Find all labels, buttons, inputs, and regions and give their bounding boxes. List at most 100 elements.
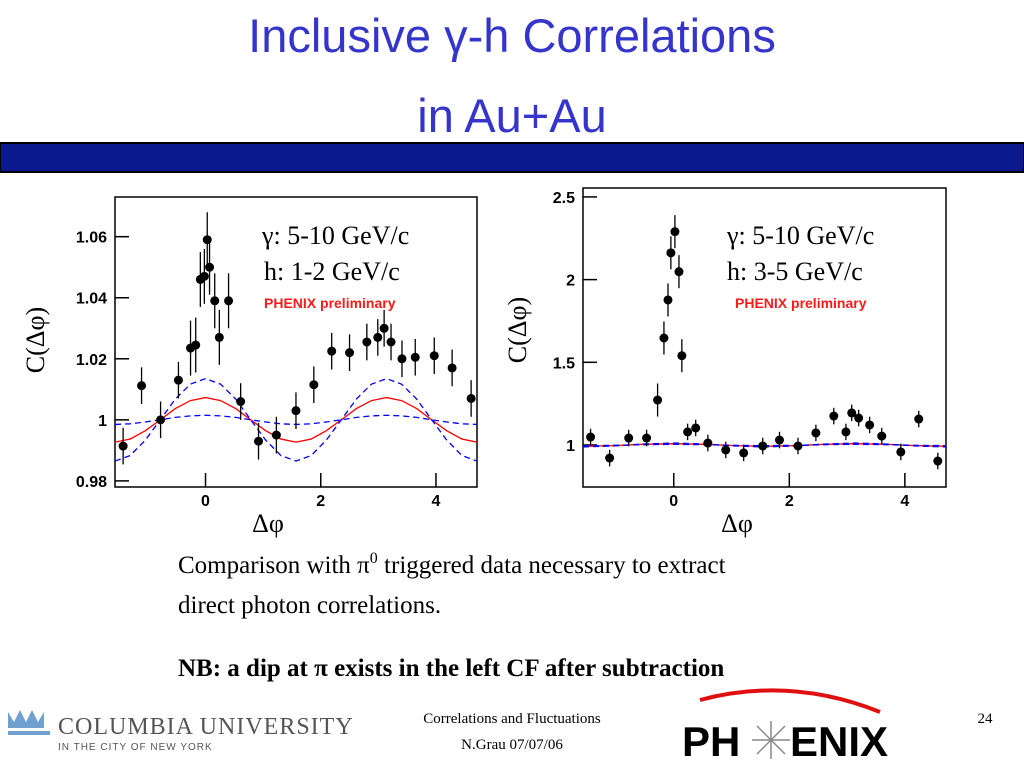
data-point: [877, 431, 887, 441]
body-text: Comparison with π0 triggered data necess…: [178, 550, 726, 579]
y-tick-label: 1.5: [553, 355, 575, 372]
data-point: [829, 411, 839, 421]
plot-frame: [582, 187, 947, 488]
data-point: [447, 363, 457, 373]
data-point: [677, 351, 687, 361]
data-point: [236, 397, 246, 407]
data-point: [793, 441, 803, 451]
logo-text: PH: [682, 718, 740, 765]
page-number: 24: [978, 711, 994, 727]
data-point: [309, 380, 319, 390]
data-point: [914, 414, 924, 424]
body-text: Comparison with π: [178, 552, 370, 579]
data-point: [327, 346, 337, 356]
data-point: [586, 432, 596, 442]
x-tick-label: 0: [669, 493, 678, 510]
logo-text: ENIX: [790, 718, 888, 765]
data-point: [721, 445, 731, 455]
y-tick-label: 0.98: [76, 474, 107, 491]
data-point: [605, 453, 615, 463]
y-tick-label: 2: [566, 273, 575, 290]
y-tick-label: 2.5: [553, 190, 575, 207]
data-point: [774, 435, 784, 445]
crown-base: [8, 731, 50, 735]
note: NB: a dip at π exists in the left CF aft…: [178, 655, 724, 682]
data-point: [811, 428, 821, 438]
chart: 0.98 1 1.02 1.04 1.06 0 2 4 γ: 5-10 GeV/c h: 1-2 …: [21, 196, 478, 538]
data-point: [156, 415, 166, 425]
data-point: [214, 332, 224, 342]
data-point: [659, 333, 669, 343]
y-tick-label: 1: [98, 413, 107, 430]
annotation: γ: 5-10 GeV/c: [726, 221, 874, 250]
x-tick-label: 2: [785, 493, 794, 510]
x-tick-label: 2: [316, 493, 325, 510]
data-point: [642, 433, 652, 443]
y-tick-label: 1.04: [76, 291, 107, 308]
data-point: [703, 438, 713, 448]
annotation: h: 1-2 GeV/c: [264, 257, 400, 286]
data-point: [210, 296, 220, 306]
x-tick-label: 4: [432, 493, 441, 510]
x-tick-label: 0: [201, 493, 210, 510]
data-point: [663, 295, 673, 305]
data-point: [624, 433, 634, 443]
university-sub: IN THE CITY OF NEW YORK: [58, 742, 213, 753]
title: in Au+Au: [417, 89, 606, 142]
chart: 1 1.5 2 2.5 0 2 4 γ: 5-10 GeV/c h: 3-5 GeV/c PHEN…: [503, 187, 947, 538]
logo-arc: [699, 688, 881, 714]
y-tick-label: 1: [566, 438, 575, 455]
y-tick-label: 1.06: [76, 230, 107, 247]
data-point: [691, 423, 701, 433]
footer-title: Correlations and Fluctuations: [423, 711, 601, 727]
data-point: [410, 352, 420, 362]
data-point: [362, 337, 372, 347]
logo-star: [752, 721, 790, 759]
data-point: [674, 267, 684, 277]
body-text: triggered data necessary to extract: [378, 552, 726, 579]
data-point: [670, 227, 680, 237]
data-point: [854, 413, 864, 423]
fit-curve: [114, 396, 478, 443]
data-point: [841, 427, 851, 437]
data-point: [254, 436, 264, 446]
title: Inclusive γ-h Correlations: [248, 9, 776, 62]
data-point: [758, 441, 768, 451]
superscript: 0: [370, 550, 378, 567]
x-axis-label: Δφ: [721, 509, 753, 538]
data-point: [205, 262, 215, 272]
data-point: [199, 271, 209, 281]
preliminary-label: PHENIX preliminary: [264, 295, 396, 311]
data-point: [137, 381, 147, 391]
banner: [0, 142, 1024, 173]
phenix-logo: PH ENIX: [682, 688, 888, 765]
university: COLUMBIA UNIVERSITY: [58, 714, 354, 740]
data-point: [271, 430, 281, 440]
data-point: [291, 406, 301, 416]
y-tick-label: 1.02: [76, 352, 107, 369]
x-axis-label: Δφ: [252, 509, 284, 538]
plot-frame: [114, 196, 478, 488]
data-point: [202, 235, 212, 245]
data-point: [224, 296, 234, 306]
data-point: [896, 447, 906, 457]
data-point: [386, 337, 396, 347]
data-point: [739, 448, 749, 458]
data-point: [373, 332, 383, 342]
x-tick-label: 4: [900, 493, 909, 510]
data-point: [379, 323, 389, 333]
y-axis-label: C(Δφ): [21, 307, 50, 373]
data-point: [345, 348, 355, 358]
preliminary-label: PHENIX preliminary: [735, 295, 867, 311]
data-point: [191, 340, 201, 350]
data-point: [865, 420, 875, 430]
data-point: [653, 395, 663, 405]
data-point: [118, 441, 128, 451]
data-point: [933, 456, 943, 466]
footer-author: N.Grau 07/07/06: [461, 737, 563, 753]
annotation: γ: 5-10 GeV/c: [261, 221, 409, 250]
y-axis-label: C(Δφ): [503, 297, 532, 363]
body-text: direct photon correlations.: [178, 592, 441, 619]
columbia-logo: COLUMBIA UNIVERSITY IN THE CITY OF NEW Y…: [8, 710, 354, 753]
